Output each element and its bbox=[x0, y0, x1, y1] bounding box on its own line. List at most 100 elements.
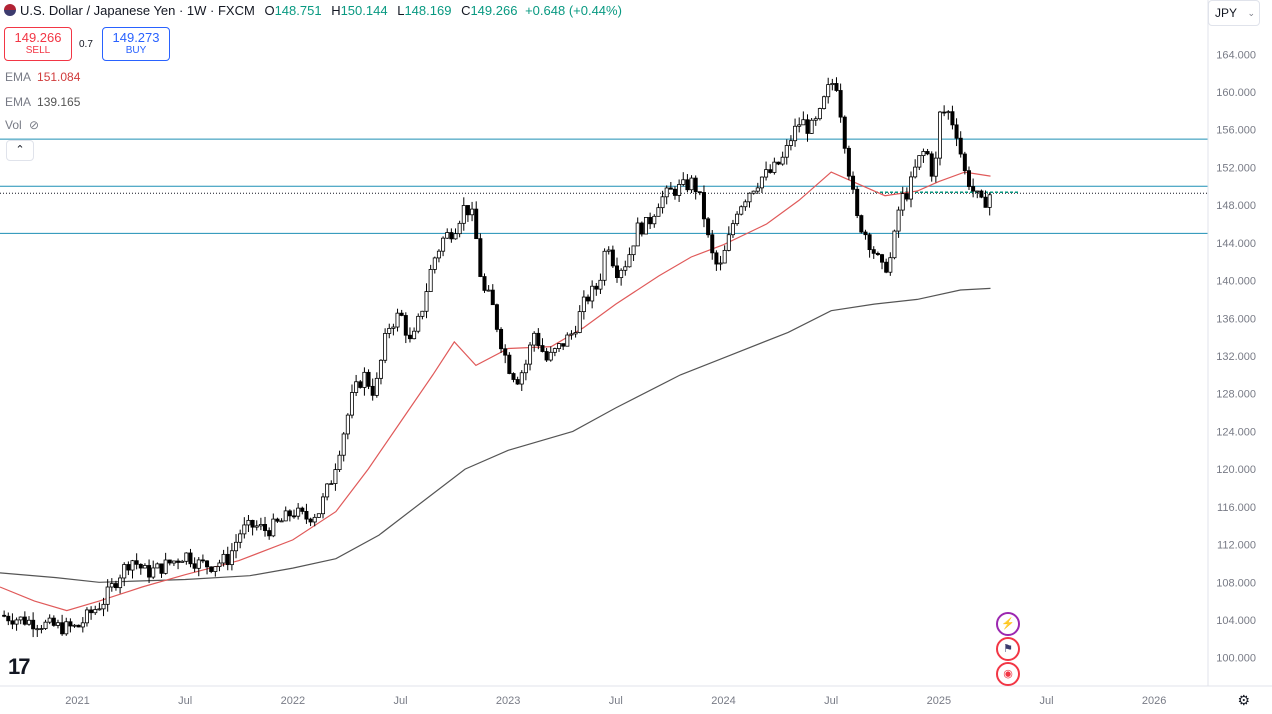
candle-body bbox=[283, 510, 288, 522]
low-label: L bbox=[397, 3, 405, 18]
candle-body bbox=[863, 231, 868, 236]
candle-body bbox=[602, 250, 607, 281]
candle-body bbox=[180, 560, 185, 563]
ema-fast-legend[interactable]: EMA 151.084 bbox=[5, 70, 80, 84]
candle-body bbox=[118, 577, 123, 589]
candle-body bbox=[432, 257, 437, 270]
candle-body bbox=[378, 359, 383, 379]
candle-body bbox=[246, 519, 251, 526]
x-tick-label: Jul bbox=[178, 695, 192, 707]
buy-button[interactable]: 149.273 BUY bbox=[102, 27, 170, 61]
ema-slow-legend[interactable]: EMA 139.165 bbox=[5, 95, 80, 109]
tradingview-logo: 17 bbox=[8, 654, 31, 679]
candle-body bbox=[768, 169, 773, 173]
lightning-icon[interactable]: ⚡ bbox=[996, 612, 1020, 636]
x-tick-label: 2025 bbox=[927, 695, 951, 707]
currency-label: JPY bbox=[1215, 6, 1238, 20]
settings-icon[interactable]: ⚙ bbox=[1237, 692, 1250, 708]
candle-body bbox=[983, 196, 988, 208]
buy-price: 149.273 bbox=[112, 30, 160, 45]
candle-body bbox=[234, 541, 239, 552]
y-tick-label: 140.000 bbox=[1216, 276, 1256, 288]
candle-body bbox=[739, 206, 744, 215]
candle-body bbox=[26, 619, 31, 625]
x-tick-label: Jul bbox=[609, 695, 623, 707]
candle-body bbox=[287, 510, 292, 517]
candle-body bbox=[942, 111, 947, 114]
candle-body bbox=[354, 381, 359, 393]
candle-body bbox=[917, 155, 922, 168]
candle-body bbox=[387, 327, 392, 334]
candle-body bbox=[300, 507, 305, 512]
candle-body bbox=[904, 193, 909, 200]
ema-slow-line bbox=[0, 287, 991, 583]
candle-body bbox=[68, 621, 73, 627]
x-axis: 2021 Jul 2022 Jul 2023 Jul 2024 Jul 2025 Jul 2026 bbox=[0, 685, 1272, 707]
candle-body bbox=[2, 614, 7, 617]
candle-body bbox=[540, 345, 545, 352]
candle-body bbox=[308, 518, 313, 523]
candle-body bbox=[93, 609, 98, 614]
candle-body bbox=[544, 351, 549, 361]
candle-body bbox=[681, 179, 686, 185]
collapse-legend-button[interactable]: ⌃ bbox=[6, 140, 34, 161]
y-tick-label: 100.000 bbox=[1216, 653, 1256, 665]
candle-body bbox=[449, 232, 454, 240]
candle-body bbox=[250, 519, 255, 528]
candle-body bbox=[478, 238, 483, 277]
candle-body bbox=[445, 232, 450, 239]
candle-body bbox=[627, 254, 632, 268]
chevron-up-icon: ⌃ bbox=[15, 144, 25, 156]
candle-body bbox=[697, 191, 702, 194]
candle-body bbox=[586, 296, 591, 302]
y-tick-label: 152.000 bbox=[1216, 162, 1256, 174]
x-tick-label: Jul bbox=[824, 695, 838, 707]
candle-body bbox=[192, 563, 197, 569]
candle-body bbox=[196, 559, 201, 569]
candle-body bbox=[84, 609, 89, 624]
currency-selector[interactable]: JPY ⌄ bbox=[1208, 0, 1260, 26]
candle-body bbox=[126, 564, 131, 571]
candle-body bbox=[134, 560, 139, 565]
candle-body bbox=[403, 315, 408, 336]
eye-hidden-icon[interactable]: ⊘ bbox=[29, 118, 40, 132]
y-tick-label: 112.000 bbox=[1217, 540, 1256, 552]
candle-body bbox=[851, 175, 856, 190]
candle-body bbox=[333, 469, 338, 484]
candle-body bbox=[22, 616, 27, 625]
candle-body bbox=[780, 156, 785, 165]
candle-body bbox=[764, 169, 769, 178]
candle-body bbox=[573, 332, 578, 335]
volume-legend[interactable]: Vol ⊘ bbox=[5, 118, 39, 132]
candle-body bbox=[975, 190, 980, 193]
candle-body bbox=[167, 559, 172, 564]
candle-body bbox=[701, 192, 706, 220]
y-tick-label: 136.000 bbox=[1216, 313, 1256, 325]
candle-body bbox=[370, 385, 375, 396]
candle-body bbox=[652, 215, 657, 225]
y-tick-label: 104.000 bbox=[1216, 615, 1256, 627]
us-flag-event-icon[interactable]: ⚑ bbox=[996, 637, 1020, 661]
candle-body bbox=[457, 222, 462, 235]
candle-body bbox=[358, 381, 363, 388]
candle-body bbox=[147, 565, 152, 578]
candle-body bbox=[971, 186, 976, 192]
x-tick-label: 2021 bbox=[65, 695, 89, 707]
target-icon[interactable]: ◉ bbox=[996, 662, 1020, 686]
candle-body bbox=[105, 586, 110, 605]
candle-body bbox=[325, 483, 330, 498]
candle-body bbox=[142, 565, 147, 569]
candle-body bbox=[155, 563, 160, 569]
candle-body bbox=[482, 276, 487, 291]
candle-body bbox=[499, 328, 504, 350]
candle-body bbox=[846, 147, 851, 177]
candle-body bbox=[279, 520, 284, 523]
candle-body bbox=[507, 354, 512, 374]
candle-body bbox=[619, 269, 624, 279]
candle-body bbox=[660, 196, 665, 209]
candle-body bbox=[399, 312, 404, 316]
candle-body bbox=[933, 157, 938, 177]
sell-button[interactable]: 149.266 SELL bbox=[4, 27, 72, 61]
candle-body bbox=[664, 187, 669, 198]
